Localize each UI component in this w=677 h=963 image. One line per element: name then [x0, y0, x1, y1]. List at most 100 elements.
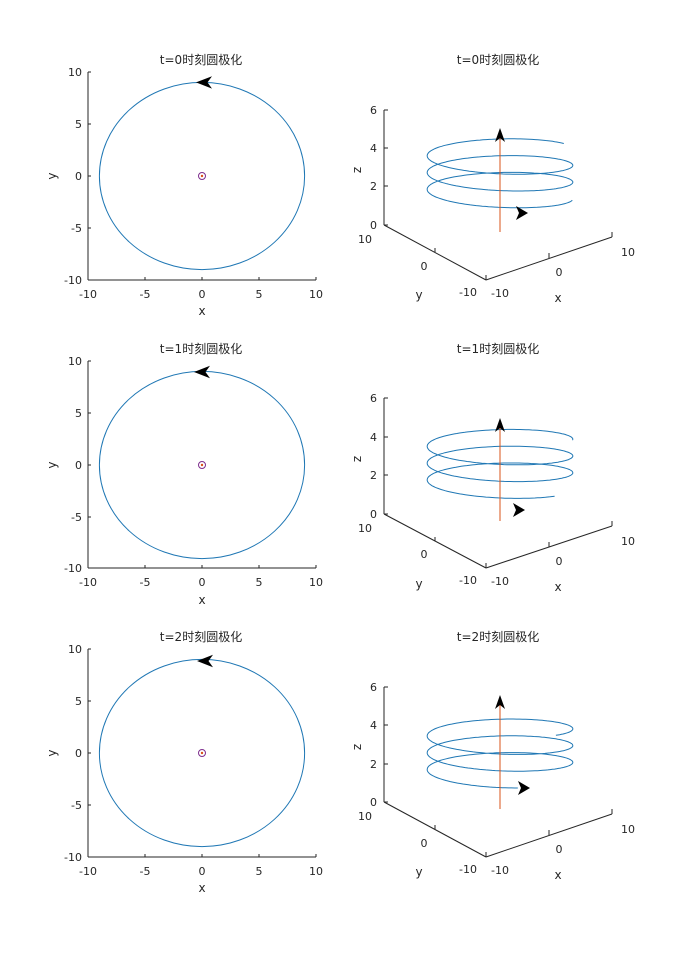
panel-2d-t1: t=1时刻圆极化 -10 -5 0 5 10 10 5 0 -5 -10 x y [45, 342, 323, 607]
panel-title: t=0时刻圆极化 [160, 53, 242, 67]
y-tick-label: 10 [358, 810, 372, 823]
z-tick-label: 6 [370, 104, 377, 117]
x-tick-label: -10 [79, 288, 97, 301]
x-axis-label: x [554, 291, 561, 305]
z-tick-label: 0 [370, 219, 377, 232]
y-tick-label: 5 [75, 695, 82, 708]
x-axis [485, 236, 613, 281]
direction-arrow [513, 503, 525, 517]
y-tick-label: 0 [421, 548, 428, 561]
y-tick-label: 10 [68, 355, 82, 368]
x-tick-label: 10 [621, 246, 635, 259]
x-tick-label: 0 [199, 865, 206, 878]
y-tick-label: -10 [459, 286, 477, 299]
panel-3d-t2: t=2时刻圆极化 6 4 2 0 10 0 -10 -10 0 10 z y x [350, 630, 635, 882]
panel-title: t=1时刻圆极化 [160, 342, 242, 356]
origin-marker-outer [198, 749, 206, 757]
z-tick-label: 4 [370, 719, 377, 732]
x-tick-label: -10 [79, 576, 97, 589]
x-tick-label: -10 [491, 864, 509, 877]
x-axis-label: x [198, 304, 205, 318]
helix-curve [426, 138, 574, 209]
y-axis-label: y [415, 865, 422, 879]
z-vector-arrowhead [495, 128, 505, 142]
z-tick-label: 6 [370, 392, 377, 405]
panel-2d-t0: t=0时刻圆极化 -10 -5 0 5 10 10 5 0 -5 -10 x y [45, 53, 323, 318]
y-tick-label: 0 [75, 170, 82, 183]
x-tick-label: -10 [491, 575, 509, 588]
direction-arrow [518, 781, 530, 795]
x-tick-label: 10 [621, 823, 635, 836]
z-tick-label: 2 [370, 469, 377, 482]
z-axis-label: z [350, 744, 364, 750]
z-tick-label: 0 [370, 796, 377, 809]
y-tick-label: -10 [64, 851, 82, 864]
panel-title: t=0时刻圆极化 [457, 53, 539, 67]
y-tick-label: -5 [71, 222, 82, 235]
panel-title: t=2时刻圆极化 [457, 630, 539, 644]
x-tick-label: 0 [556, 266, 563, 279]
y-axis-label: y [45, 172, 59, 179]
panel-title: t=2时刻圆极化 [160, 630, 242, 644]
y-axis-label: y [45, 749, 59, 756]
x-tick-label: 10 [621, 535, 635, 548]
x-tick-label: -5 [140, 288, 151, 301]
y-tick-label: -10 [459, 574, 477, 587]
helix-curve [426, 718, 574, 789]
y-tick-label: 10 [358, 233, 372, 246]
x-tick-label: 10 [309, 576, 323, 589]
y-tick-label: 10 [68, 66, 82, 79]
y-tick-label: -10 [64, 274, 82, 287]
x-tick-label: 0 [199, 576, 206, 589]
y-tick-label: -10 [459, 863, 477, 876]
x-tick-label: -5 [140, 865, 151, 878]
z-tick-label: 4 [370, 431, 377, 444]
x-tick-label: 10 [309, 288, 323, 301]
x-tick-label: -5 [140, 576, 151, 589]
y-tick-label: -10 [64, 562, 82, 575]
y-axis [383, 224, 487, 281]
panel-title: t=1时刻圆极化 [457, 342, 539, 356]
x-axis [485, 813, 613, 858]
y-tick-label: 0 [421, 260, 428, 273]
direction-arrow [196, 76, 212, 89]
z-tick-label: 4 [370, 142, 377, 155]
x-tick-label: 5 [256, 288, 263, 301]
x-tick-label: -10 [79, 865, 97, 878]
x-tick-label: -10 [491, 287, 509, 300]
y-tick-label: 10 [68, 643, 82, 656]
origin-marker-outer [198, 461, 206, 469]
direction-arrow [197, 654, 213, 668]
y-tick-label: 5 [75, 118, 82, 131]
y-tick-label: 0 [75, 747, 82, 760]
y-axis-label: y [45, 461, 59, 468]
z-tick-label: 0 [370, 508, 377, 521]
helix-curve [426, 428, 574, 499]
y-tick-label: 0 [421, 837, 428, 850]
origin-marker-inner [200, 463, 204, 467]
panel-2d-t2: t=2时刻圆极化 -10 -5 0 5 10 10 5 0 -5 -10 x y [45, 630, 323, 895]
x-axis-label: x [198, 881, 205, 895]
x-tick-label: 0 [199, 288, 206, 301]
z-axis-label: z [350, 456, 364, 462]
z-vector-arrowhead [495, 418, 505, 432]
x-axis-label: x [554, 868, 561, 882]
y-tick-label: -5 [71, 799, 82, 812]
origin-marker-inner [200, 174, 204, 178]
z-vector-arrowhead [495, 695, 505, 709]
panel-3d-t1: t=1时刻圆极化 6 4 2 0 10 0 -10 -10 0 10 z y x [350, 342, 635, 594]
y-tick-label: 5 [75, 407, 82, 420]
y-axis [383, 801, 487, 858]
origin-marker-inner [200, 751, 204, 755]
y-axis-label: y [415, 577, 422, 591]
x-axis-label: x [554, 580, 561, 594]
y-axis-label: y [415, 288, 422, 302]
x-axis-label: x [198, 593, 205, 607]
y-tick-label: 0 [75, 459, 82, 472]
z-tick-label: 2 [370, 758, 377, 771]
x-tick-label: 5 [256, 865, 263, 878]
y-tick-label: 10 [358, 522, 372, 535]
z-axis-label: z [350, 167, 364, 173]
z-tick-label: 2 [370, 180, 377, 193]
